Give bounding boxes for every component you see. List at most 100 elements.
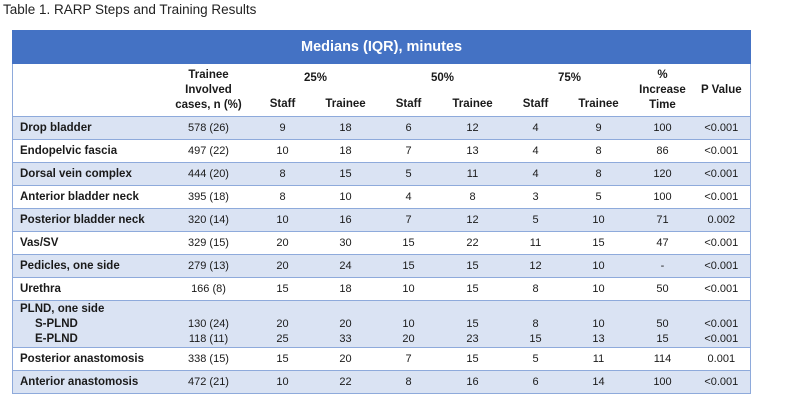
plnd-sub-value: 10: [592, 318, 605, 330]
pct-increase-header: % Increase Time: [632, 63, 693, 117]
trainee-75-cell: 5: [564, 185, 633, 209]
trainee-50-cell: 15 23: [438, 300, 507, 348]
step-name-cell: Vas/SV: [12, 231, 165, 255]
trainee-50-cell: 8: [438, 185, 507, 209]
pct-increase-cell: 100: [632, 185, 693, 209]
p-value-cell: <0.001: [692, 277, 752, 301]
p-value-cell: 0.002: [692, 208, 752, 232]
p-value-cell: <0.001: [692, 370, 752, 394]
header-line: Time: [649, 98, 676, 111]
spacer: [313, 301, 379, 317]
staff-50-cell: 7: [378, 208, 439, 232]
staff-25-cell: 8: [252, 162, 313, 186]
trainee-25-cell: 18: [312, 139, 379, 163]
staff-75-cell: 8 15: [506, 300, 565, 348]
plnd-sub-value: <0.001: [704, 333, 739, 345]
plnd-sub-value: 15: [466, 318, 479, 330]
staff-header: Staff: [506, 92, 565, 117]
trainee-25-cell: 22: [312, 370, 379, 394]
trainee-25-cell: 30: [312, 231, 379, 255]
staff-75-cell: 5: [506, 208, 565, 232]
step-name-cell: Dorsal vein complex: [12, 162, 165, 186]
trainee-75-cell: 8: [564, 162, 633, 186]
cases-cell: 497 (22): [164, 139, 253, 163]
spacer: [693, 301, 751, 317]
p50-header: 50%: [378, 63, 507, 92]
p-value-cell: <0.001: [692, 185, 752, 209]
table-row: Posterior bladder neck 320 (14) 10 16 7 12 5 10…: [12, 208, 752, 232]
staff-25-cell: 20 25: [252, 300, 313, 348]
plnd-sub-value: 25: [276, 333, 289, 345]
trainee-header: Trainee: [564, 92, 633, 117]
staff-75-cell: 5: [506, 347, 565, 371]
plnd-sub-value: 8: [532, 318, 539, 330]
table-row: Posterior anastomosis 338 (15) 15 20 7 15 5 11 1…: [12, 347, 752, 371]
spacer: [565, 301, 633, 317]
pct-increase-cell: -: [632, 254, 693, 278]
spacer: [165, 301, 253, 317]
trainee-50-cell: 11: [438, 162, 507, 186]
staff-75-cell: 6: [506, 370, 565, 394]
staff-50-cell: 8: [378, 370, 439, 394]
trainee-75-cell: 10: [564, 277, 633, 301]
plnd-sub-label: E-PLND: [35, 333, 78, 345]
cases-cell: 279 (13): [164, 254, 253, 278]
plnd-sub-value: 15: [656, 333, 669, 345]
table-row: Urethra 166 (8) 15 18 10 15 8 10 50 <0.001: [12, 277, 752, 301]
p-value-cell: <0.001: [692, 139, 752, 163]
pct-increase-cell: 50: [632, 277, 693, 301]
trainee-75-cell: 11: [564, 347, 633, 371]
staff-50-cell: 5: [378, 162, 439, 186]
plnd-sub-value: 20: [276, 318, 289, 330]
staff-75-cell: 4: [506, 116, 565, 140]
pct-increase-cell: 71: [632, 208, 693, 232]
plnd-sub-label: S-PLND: [35, 318, 78, 330]
trainee-25-cell: 10: [312, 185, 379, 209]
pct-increase-cell: 114: [632, 347, 693, 371]
trainee-25-cell: 20: [312, 347, 379, 371]
table-row: Pedicles, one side 279 (13) 20 24 15 15 12 10- <…: [12, 254, 752, 278]
header-line: Increase: [639, 83, 686, 96]
table-row: Anterior anastomosis 472 (21) 10 22 8 16 6 14 10…: [12, 370, 752, 394]
staff-75-cell: 12: [506, 254, 565, 278]
cases-cell: 578 (26): [164, 116, 253, 140]
staff-25-cell: 15: [252, 277, 313, 301]
trainee-25-cell: 18: [312, 116, 379, 140]
step-name-cell: Urethra: [12, 277, 165, 301]
staff-50-cell: 4: [378, 185, 439, 209]
trainee-25-cell: 20 33: [312, 300, 379, 348]
step-name-cell: Posterior anastomosis: [12, 347, 165, 371]
spacer: [439, 301, 507, 317]
plnd-sub-value: 23: [466, 333, 479, 345]
trainee-50-cell: 15: [438, 347, 507, 371]
table-row-plnd: PLND, one side S-PLND E-PLND 130 (24) 118 (1…: [12, 300, 752, 348]
staff-75-cell: 4: [506, 162, 565, 186]
staff-25-cell: 10: [252, 370, 313, 394]
staff-50-cell: 15: [378, 231, 439, 255]
p-value-cell: <0.001: [692, 116, 752, 140]
step-name-cell: Drop bladder: [12, 116, 165, 140]
staff-25-cell: 8: [252, 185, 313, 209]
staff-50-cell: 10: [378, 277, 439, 301]
table-row: Vas/SV 329 (15) 20 30 15 22 11 15 47 <0.001: [12, 231, 752, 255]
step-name-cell: Posterior bladder neck: [12, 208, 165, 232]
table-row: Anterior bladder neck 395 (18) 8 10 4 8 3 5 100 <…: [12, 185, 752, 209]
step-name-cell: PLND, one side S-PLND E-PLND: [12, 300, 165, 348]
staff-25-cell: 15: [252, 347, 313, 371]
step-name-cell: Anterior bladder neck: [12, 185, 165, 209]
cases-cell: 338 (15): [164, 347, 253, 371]
staff-50-cell: 7: [378, 347, 439, 371]
trainee-50-cell: 15: [438, 254, 507, 278]
p-value-header: P Value: [692, 63, 752, 117]
trainee-50-cell: 16: [438, 370, 507, 394]
table-row: Endopelvic fascia 497 (22) 10 18 7 13 4 8 86 <0.0…: [12, 139, 752, 163]
trainee-75-cell: 9: [564, 116, 633, 140]
trainee-50-cell: 15: [438, 277, 507, 301]
trainee-25-cell: 16: [312, 208, 379, 232]
trainee-50-cell: 22: [438, 231, 507, 255]
header-line: Trainee: [188, 68, 229, 81]
trainee-75-cell: 15: [564, 231, 633, 255]
trainee-25-cell: 24: [312, 254, 379, 278]
cases-cell: 329 (15): [164, 231, 253, 255]
staff-25-cell: 9: [252, 116, 313, 140]
